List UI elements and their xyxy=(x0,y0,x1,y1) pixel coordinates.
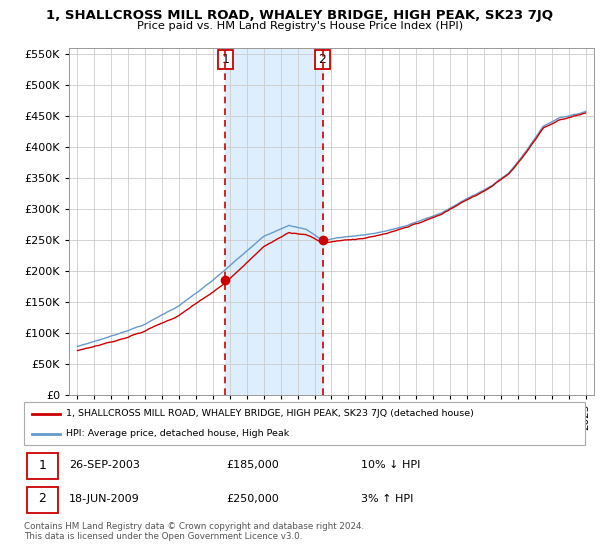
Text: 2: 2 xyxy=(319,53,326,66)
Text: 10% ↓ HPI: 10% ↓ HPI xyxy=(361,460,420,470)
Text: 1, SHALLCROSS MILL ROAD, WHALEY BRIDGE, HIGH PEAK, SK23 7JQ: 1, SHALLCROSS MILL ROAD, WHALEY BRIDGE, … xyxy=(47,9,554,22)
FancyBboxPatch shape xyxy=(27,453,58,479)
Text: £185,000: £185,000 xyxy=(226,460,279,470)
Text: Price paid vs. HM Land Registry's House Price Index (HPI): Price paid vs. HM Land Registry's House … xyxy=(137,21,463,31)
Text: 1, SHALLCROSS MILL ROAD, WHALEY BRIDGE, HIGH PEAK, SK23 7JQ (detached house): 1, SHALLCROSS MILL ROAD, WHALEY BRIDGE, … xyxy=(66,409,474,418)
Text: 1: 1 xyxy=(221,53,229,66)
Text: Contains HM Land Registry data © Crown copyright and database right 2024.
This d: Contains HM Land Registry data © Crown c… xyxy=(24,522,364,542)
FancyBboxPatch shape xyxy=(27,487,58,512)
Text: 26-SEP-2003: 26-SEP-2003 xyxy=(69,460,140,470)
Text: 3% ↑ HPI: 3% ↑ HPI xyxy=(361,494,413,504)
FancyBboxPatch shape xyxy=(24,402,585,445)
Text: £250,000: £250,000 xyxy=(226,494,279,504)
Text: 1: 1 xyxy=(38,459,46,472)
Text: 2: 2 xyxy=(38,492,46,505)
Text: 18-JUN-2009: 18-JUN-2009 xyxy=(69,494,140,504)
Bar xyxy=(226,48,323,395)
Text: HPI: Average price, detached house, High Peak: HPI: Average price, detached house, High… xyxy=(66,429,289,438)
